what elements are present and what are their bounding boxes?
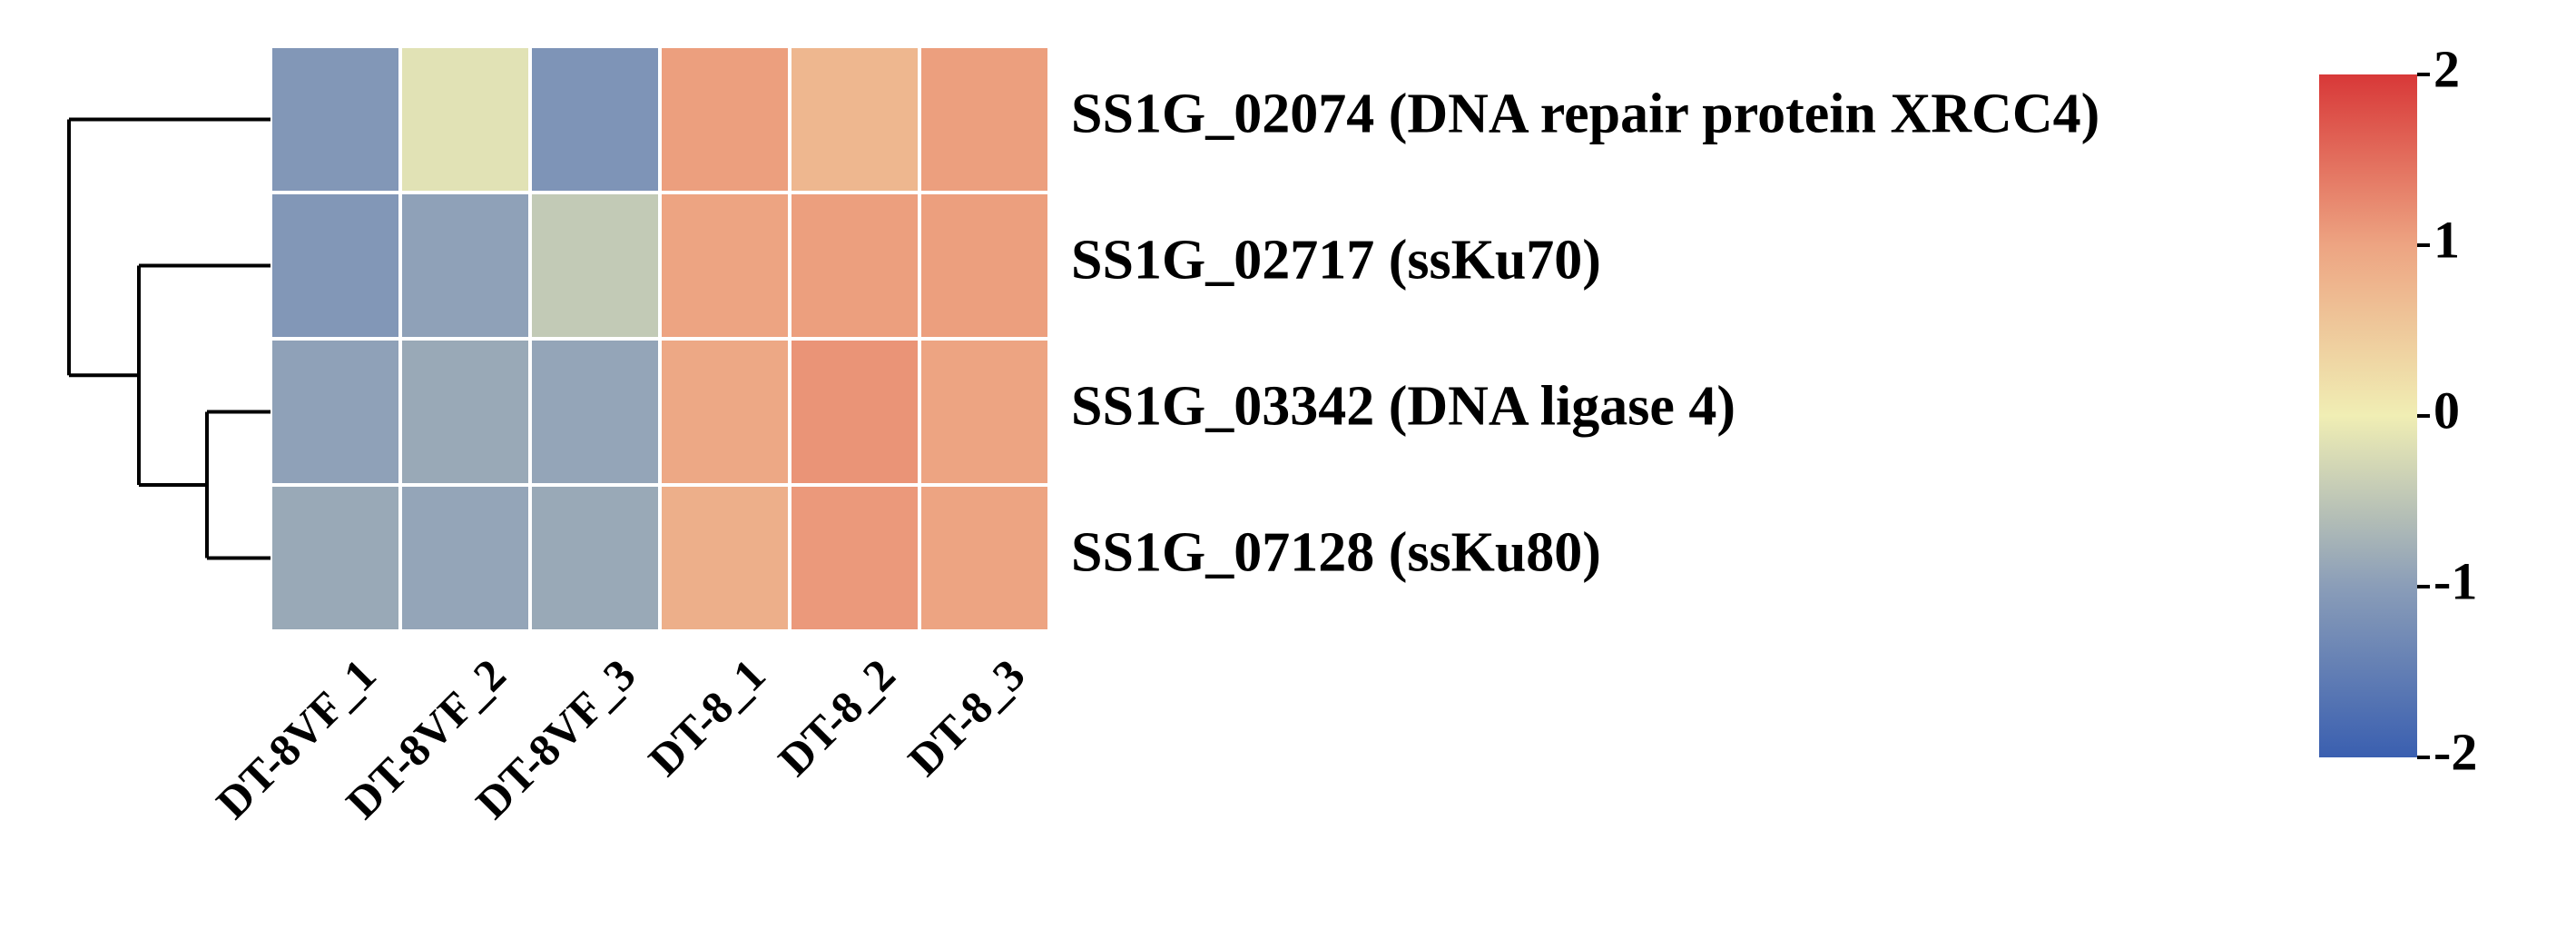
heatmap-cell — [272, 487, 398, 629]
row-label: SS1G_02074 (DNA repair protein XRCC4) — [1071, 84, 2099, 145]
row-label: SS1G_02717 (ssKu70) — [1071, 230, 1601, 292]
heatmap-cell — [532, 48, 658, 191]
heatmap-cell — [662, 487, 788, 629]
heatmap-cell — [791, 194, 918, 337]
row-label: SS1G_03342 (DNA ligase 4) — [1071, 376, 1735, 438]
heatmap-cell — [402, 194, 528, 337]
heatmap-cell — [662, 194, 788, 337]
heatmap-cell — [921, 194, 1047, 337]
row-label: SS1G_07128 (ssKu80) — [1071, 522, 1601, 584]
heatmap-cell — [791, 48, 918, 191]
heatmap-cell — [791, 341, 918, 483]
heatmap-cell — [272, 194, 398, 337]
colorbar-ticks: 2 1 0 -1 -2 — [2417, 39, 2477, 781]
heatmap-cell — [662, 48, 788, 191]
heatmap-cells — [272, 48, 1047, 629]
colorbar-tick-label: -2 — [2433, 722, 2477, 781]
heatmap-cell — [272, 341, 398, 483]
heatmap-cell — [791, 487, 918, 629]
heatmap-cell — [921, 341, 1047, 483]
heatmap-cell — [532, 341, 658, 483]
heatmap-cell — [921, 48, 1047, 191]
heatmap-cell — [402, 341, 528, 483]
heatmap-cell — [272, 48, 398, 191]
row-labels: SS1G_02074 (DNA repair protein XRCC4) SS1… — [1071, 84, 2099, 584]
colorbar-tick-label: 1 — [2433, 210, 2460, 269]
heatmap-cell — [402, 487, 528, 629]
colorbar: 2 1 0 -1 -2 — [2319, 39, 2477, 781]
heatmap-cell — [662, 341, 788, 483]
heatmap-cell — [402, 48, 528, 191]
colorbar-gradient — [2319, 74, 2417, 757]
column-label: DT-8_3 — [898, 649, 1034, 786]
column-label: DT-8_2 — [768, 649, 904, 786]
column-label: DT-8_1 — [638, 649, 774, 786]
colorbar-tick-label: 0 — [2433, 381, 2460, 440]
heatmap-cell — [532, 487, 658, 629]
row-dendrogram — [67, 117, 270, 560]
heatmap-cell — [532, 194, 658, 337]
colorbar-tick-label: -1 — [2433, 551, 2477, 610]
column-labels: DT-8VF_1DT-8VF_2DT-8VF_3DT-8_1DT-8_2DT-8… — [206, 649, 1034, 828]
heatmap-cell — [921, 487, 1047, 629]
colorbar-tick-label: 2 — [2433, 39, 2460, 98]
